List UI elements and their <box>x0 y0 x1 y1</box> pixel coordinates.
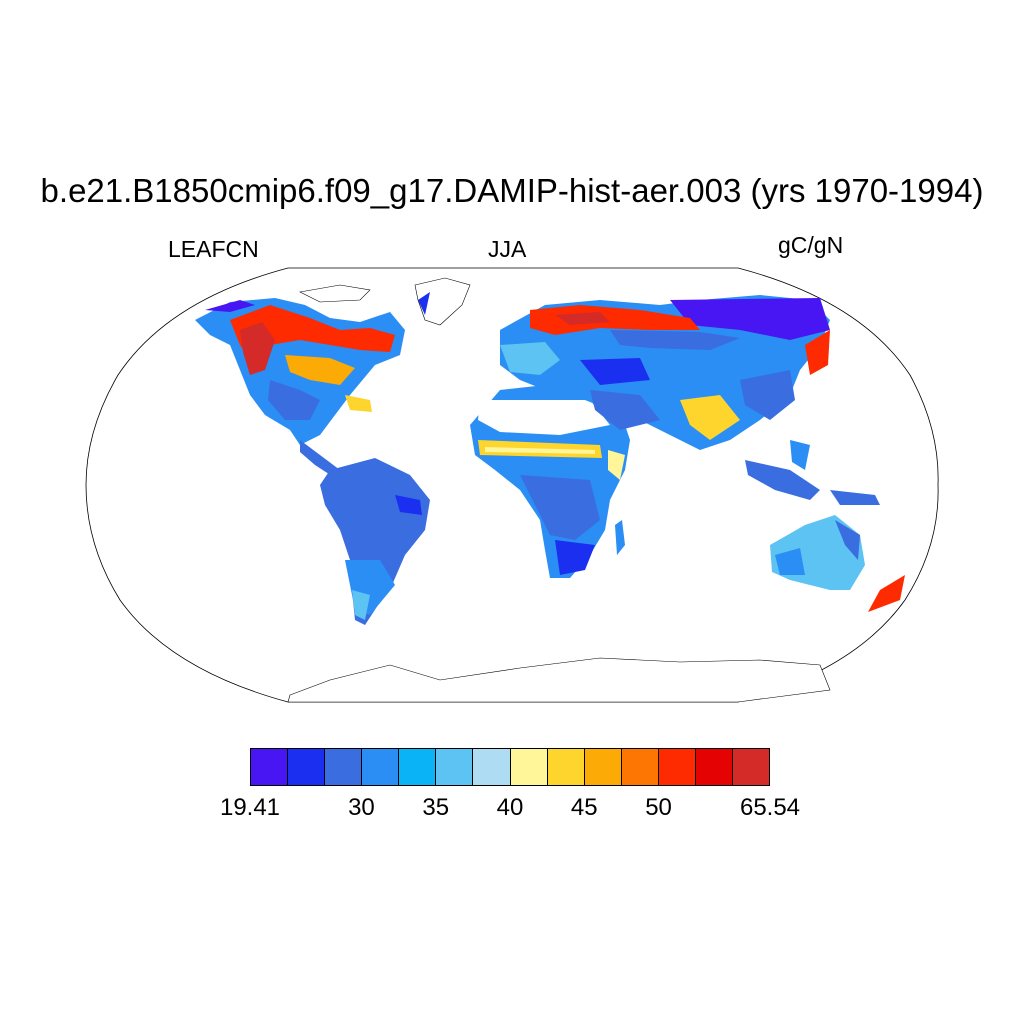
new-zealand <box>868 575 905 612</box>
colorbar-label: 19.41 <box>219 794 281 821</box>
maritime-southeast-asia <box>745 440 880 505</box>
eurasia <box>500 295 830 450</box>
colorbar-box <box>436 749 474 785</box>
variable-label: LEAFCN <box>168 236 259 262</box>
colorbar-box <box>325 749 363 785</box>
colorbar-box <box>584 749 622 785</box>
map-title: b.e21.B1850cmip6.f09_g17.DAMIP-hist-aer.… <box>40 172 984 209</box>
season-label: JJA <box>488 236 527 262</box>
madagascar <box>615 520 625 555</box>
colorbar-label: 50 <box>645 794 672 821</box>
africa <box>470 385 630 578</box>
antarctica <box>287 657 831 703</box>
colorbar-box <box>695 749 734 785</box>
colorbar <box>250 748 770 786</box>
colorbar-box <box>473 749 511 785</box>
colorbar-label: 45 <box>570 794 598 821</box>
colorbar-label: 65.54 <box>739 794 801 821</box>
colorbar-box <box>288 749 326 785</box>
colorbar-box <box>621 749 659 785</box>
colorbar-label: 40 <box>496 794 524 821</box>
colorbar-box <box>733 749 770 785</box>
colorbar-label: 35 <box>422 794 450 821</box>
colorbar-box <box>547 749 585 785</box>
greenland <box>414 277 471 326</box>
colorbar-box <box>399 749 437 785</box>
north-america <box>195 298 405 478</box>
colorbar-box <box>362 749 400 785</box>
colorbar-box <box>658 749 696 785</box>
colorbar-box <box>251 749 289 785</box>
units-label: gC/gN <box>778 232 844 258</box>
colorbar-label: 30 <box>348 794 375 821</box>
colorbar-box <box>510 749 548 785</box>
australia <box>770 515 865 590</box>
south-america <box>320 458 430 625</box>
